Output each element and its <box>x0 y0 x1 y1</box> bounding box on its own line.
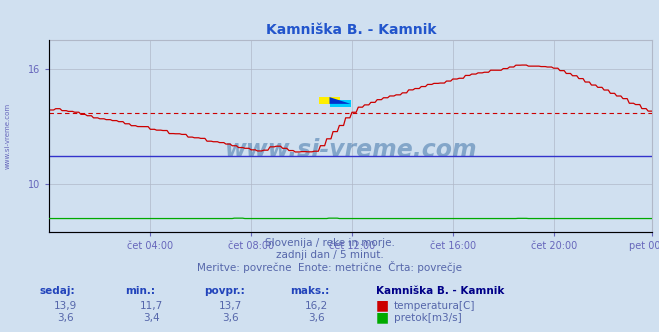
Text: povpr.:: povpr.: <box>204 286 245 296</box>
Text: 11,7: 11,7 <box>140 301 163 311</box>
Text: maks.:: maks.: <box>290 286 330 296</box>
Text: sedaj:: sedaj: <box>40 286 75 296</box>
Text: ■: ■ <box>376 298 389 312</box>
Text: zadnji dan / 5 minut.: zadnji dan / 5 minut. <box>275 250 384 261</box>
Text: www.si-vreme.com: www.si-vreme.com <box>5 103 11 169</box>
Polygon shape <box>330 97 351 104</box>
FancyBboxPatch shape <box>319 97 340 104</box>
Title: Kamniška B. - Kamnik: Kamniška B. - Kamnik <box>266 23 436 37</box>
Text: Kamniška B. - Kamnik: Kamniška B. - Kamnik <box>376 286 504 296</box>
Text: Meritve: povrečne  Enote: metrične  Črta: povrečje: Meritve: povrečne Enote: metrične Črta: … <box>197 261 462 273</box>
Text: pretok[m3/s]: pretok[m3/s] <box>394 313 462 323</box>
Text: 3,6: 3,6 <box>222 313 239 323</box>
Text: 3,6: 3,6 <box>57 313 74 323</box>
Text: 16,2: 16,2 <box>304 301 328 311</box>
Text: 13,7: 13,7 <box>219 301 243 311</box>
Text: 3,6: 3,6 <box>308 313 325 323</box>
FancyBboxPatch shape <box>330 101 351 107</box>
Text: Slovenija / reke in morje.: Slovenija / reke in morje. <box>264 238 395 248</box>
Text: 3,4: 3,4 <box>143 313 160 323</box>
Text: temperatura[C]: temperatura[C] <box>394 301 476 311</box>
Text: ■: ■ <box>376 310 389 324</box>
Text: min.:: min.: <box>125 286 156 296</box>
Text: www.si-vreme.com: www.si-vreme.com <box>225 137 477 162</box>
Text: 13,9: 13,9 <box>54 301 78 311</box>
